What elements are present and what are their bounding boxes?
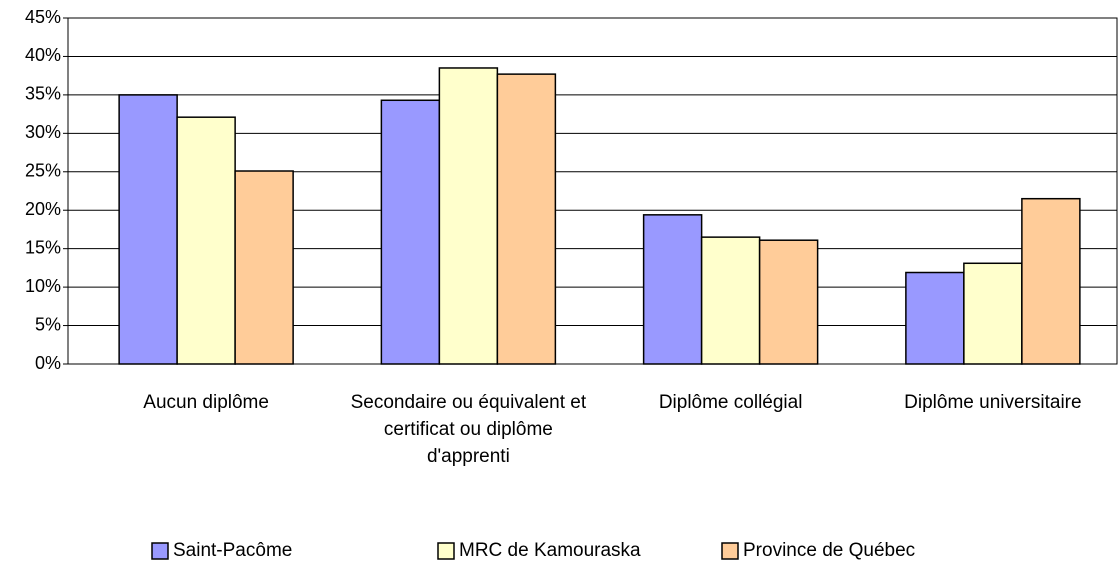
y-tick-label: 20% <box>25 199 61 219</box>
x-tick-label: Aucun diplôme <box>143 392 269 413</box>
bar <box>642 214 703 365</box>
y-tick-label: 0% <box>35 353 61 373</box>
bar <box>758 239 819 365</box>
y-tick-label: 15% <box>25 237 61 257</box>
y-tick-label: 25% <box>25 161 61 181</box>
legend-label: MRC de Kamouraska <box>459 540 641 561</box>
y-tick-label: 40% <box>25 45 61 65</box>
bar <box>905 271 965 365</box>
legend-swatch <box>151 542 169 560</box>
y-tick-label: 10% <box>25 276 61 296</box>
plot-frame <box>67 17 1118 365</box>
bar <box>496 73 557 365</box>
y-tick-label: 45% <box>25 7 61 27</box>
bar <box>1021 197 1081 365</box>
legend-label: Province de Québec <box>743 540 915 561</box>
bar <box>380 99 441 365</box>
legend-swatch <box>437 542 455 560</box>
bar <box>234 170 294 365</box>
bar <box>176 116 236 365</box>
x-tick-label: Diplôme collégial <box>658 392 803 413</box>
bar <box>118 94 178 365</box>
y-tick-label: 30% <box>25 122 61 142</box>
bar <box>438 67 499 365</box>
x-tick-label: Diplôme universitaire <box>904 392 1082 413</box>
y-tick-label: 5% <box>35 314 61 334</box>
bar <box>700 236 761 365</box>
bar <box>963 262 1023 365</box>
legend-swatch <box>721 542 739 560</box>
legend-label: Saint-Pacôme <box>173 540 292 561</box>
y-tick-label: 35% <box>25 84 61 104</box>
x-tick-label: Secondaire ou équivalent et certificat o… <box>350 392 587 467</box>
